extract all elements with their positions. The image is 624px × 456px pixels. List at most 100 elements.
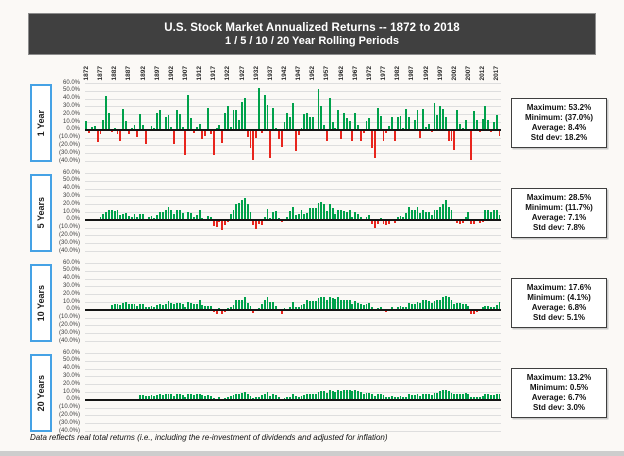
return-bar xyxy=(192,394,195,400)
y-tick-label: 20.0% xyxy=(62,380,80,387)
return-bar xyxy=(348,390,351,400)
return-bar xyxy=(498,394,501,400)
return-bar xyxy=(442,204,444,220)
panel-label-box-20-years: 20 Years xyxy=(30,354,52,432)
return-bar xyxy=(405,212,408,220)
y-tick-label: (20.0%) xyxy=(58,231,80,238)
return-bar xyxy=(425,212,427,220)
return-bar xyxy=(125,212,127,220)
return-bar xyxy=(159,394,161,400)
return-bar xyxy=(311,393,314,400)
return-bar xyxy=(161,394,164,400)
return-bar xyxy=(173,213,176,220)
return-bar xyxy=(294,215,297,220)
return-bar xyxy=(187,393,190,400)
gridline xyxy=(85,341,501,342)
return-bar xyxy=(328,97,331,130)
return-bar xyxy=(388,221,391,224)
return-bar xyxy=(147,217,150,220)
return-bar xyxy=(382,131,385,142)
year-tick-label: 1882 xyxy=(111,65,119,80)
return-bar xyxy=(170,127,173,130)
return-bar xyxy=(461,304,464,310)
return-bar xyxy=(399,305,402,310)
return-bar xyxy=(150,125,153,130)
return-bar xyxy=(442,108,444,130)
return-bar xyxy=(456,109,459,130)
stats-box-20-years: Maximum: 13.2% Minimum: 0.5% Average: 6.… xyxy=(511,368,607,418)
return-bar xyxy=(487,209,490,220)
stat-std-dev: Std dev: 7.8% xyxy=(532,223,585,232)
return-bar xyxy=(110,305,113,310)
return-bar xyxy=(467,212,470,220)
return-bar xyxy=(292,302,294,310)
return-bar xyxy=(351,216,354,220)
return-bar xyxy=(351,131,354,141)
return-bar xyxy=(473,221,476,224)
return-bar xyxy=(459,302,461,310)
y-tick-label: (10.0%) xyxy=(58,134,80,141)
return-bar xyxy=(495,305,498,310)
return-bar xyxy=(484,305,487,310)
return-bar xyxy=(204,131,207,136)
y-tick-label: 40.0% xyxy=(62,95,80,102)
return-bar xyxy=(139,303,142,310)
return-bar xyxy=(139,394,142,400)
return-bar xyxy=(198,209,201,220)
return-bar xyxy=(221,131,224,143)
return-bar xyxy=(246,394,249,400)
return-bar xyxy=(416,394,419,400)
return-bar xyxy=(198,300,201,310)
return-bar xyxy=(470,311,473,314)
return-bar xyxy=(376,394,379,400)
return-bar xyxy=(212,221,215,226)
return-bar xyxy=(473,396,476,400)
return-bar xyxy=(396,117,399,130)
panel-20-years: 20 Years 60.0% 50.0% 40.0% 30.0% 20.0% 10.0% 0… xyxy=(30,350,607,435)
return-bar xyxy=(164,117,167,130)
y-tick-label: 40.0% xyxy=(62,275,80,282)
year-tick-label: 1997 xyxy=(436,65,444,80)
return-bar xyxy=(416,207,419,220)
return-bar xyxy=(306,300,309,310)
return-bar xyxy=(495,114,498,130)
return-bar xyxy=(241,300,243,310)
return-bar xyxy=(272,212,275,220)
return-bar xyxy=(371,306,374,310)
gridline xyxy=(85,188,501,190)
return-bar xyxy=(439,299,442,310)
return-bar xyxy=(357,214,359,220)
return-bar xyxy=(365,216,368,220)
return-bar xyxy=(464,216,467,220)
gridline xyxy=(85,317,501,319)
y-tick-label: 50.0% xyxy=(62,357,80,364)
gridline xyxy=(85,137,501,139)
return-bar xyxy=(368,215,371,220)
return-bar xyxy=(218,221,221,222)
return-bar xyxy=(425,299,427,310)
return-bar xyxy=(340,391,343,400)
panel-10-years: 10 Years 60.0% 50.0% 40.0% 30.0% 20.0% 10.0% 0… xyxy=(30,260,607,345)
return-bar xyxy=(430,395,433,400)
return-bar xyxy=(385,396,388,400)
return-bar xyxy=(252,131,255,161)
return-bar xyxy=(459,221,461,225)
y-tick-label: (30.0%) xyxy=(58,419,80,426)
return-bar xyxy=(156,215,159,220)
return-bar xyxy=(410,210,413,220)
return-bar xyxy=(331,208,334,220)
return-bar xyxy=(142,214,144,220)
return-bar xyxy=(498,215,501,220)
return-bar xyxy=(371,394,374,400)
return-bar xyxy=(147,306,150,310)
gridline xyxy=(85,145,501,147)
y-tick-label: (20.0%) xyxy=(58,411,80,418)
return-bar xyxy=(93,125,96,130)
return-bar xyxy=(181,127,184,130)
return-bar xyxy=(427,124,430,130)
return-bar xyxy=(345,390,348,400)
return-bar xyxy=(405,306,408,310)
return-bar xyxy=(167,393,170,400)
return-bar xyxy=(130,303,133,310)
y-tick-label: 0.0% xyxy=(66,216,80,223)
